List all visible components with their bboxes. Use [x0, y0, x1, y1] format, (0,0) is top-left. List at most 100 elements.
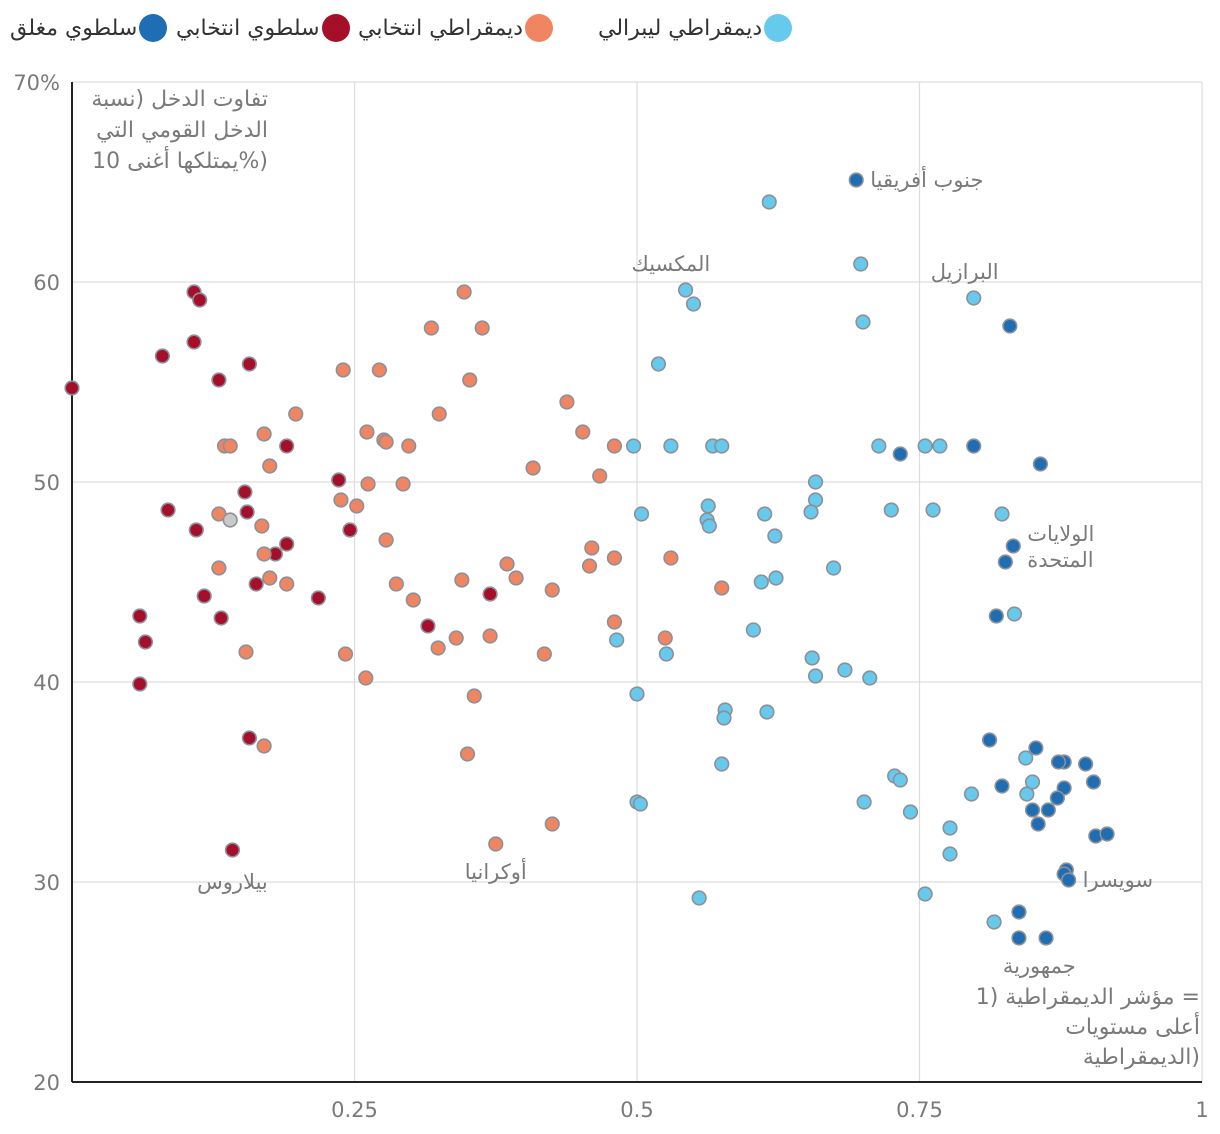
- data-point: [1018, 750, 1034, 766]
- data-point: [388, 576, 404, 592]
- data-point: [241, 730, 258, 746]
- data-point: [335, 362, 351, 378]
- data-point: [349, 498, 365, 514]
- data-point: [609, 632, 625, 648]
- data-point: [238, 644, 254, 660]
- y-tick-label: 30: [33, 871, 60, 895]
- data-point: [691, 890, 707, 906]
- data-point: [1024, 774, 1041, 790]
- data-point: [745, 622, 761, 638]
- x-tick-label: 0.75: [896, 1098, 943, 1122]
- data-point: [420, 618, 436, 634]
- legend-item-electoral-autocracy[interactable]: سلطوي انتخابي: [176, 10, 350, 46]
- data-point: [237, 484, 253, 500]
- x-axis-title-line: مؤشر الديمقراطية (1 =: [976, 985, 1200, 1010]
- annotation-label: سويسرا: [1083, 868, 1153, 892]
- data-point: [966, 438, 982, 454]
- data-point: [310, 590, 326, 606]
- legend-item-electoral-democracy[interactable]: ديمقراطي انتخابي: [358, 10, 554, 46]
- data-point: [536, 646, 552, 662]
- data-point: [575, 424, 591, 440]
- x-axis-title: مؤشر الديمقراطية (1 = أعلى مستويات الديمقر…: [976, 985, 1200, 1070]
- annotation-line: المتحدة: [1027, 548, 1093, 572]
- data-point: [856, 794, 872, 810]
- data-point: [1078, 756, 1094, 772]
- data-point: [581, 558, 598, 574]
- data-point: [241, 356, 258, 372]
- data-point: [932, 438, 948, 454]
- data-point: [466, 688, 482, 704]
- data-point: [917, 438, 933, 454]
- y-tick-label: 70%: [13, 71, 60, 95]
- data-point: [371, 362, 387, 378]
- data-point: [499, 556, 515, 572]
- data-point: [508, 570, 524, 586]
- data-point: [1006, 606, 1023, 622]
- data-point: [629, 686, 645, 702]
- data-point: [632, 796, 648, 812]
- annotation-label: الولايات المتحدة: [1027, 522, 1094, 572]
- data-point: [423, 320, 439, 336]
- data-point: [677, 282, 694, 298]
- data-point: [1011, 904, 1027, 920]
- data-point: [132, 676, 148, 692]
- legend-item-liberal-democracy[interactable]: ديمقراطي ليبرالي: [598, 10, 793, 46]
- data-point: [862, 670, 878, 686]
- data-point: [222, 438, 238, 454]
- data-point: [254, 518, 270, 534]
- data-point: [892, 772, 908, 788]
- data-point: [757, 506, 773, 522]
- data-point: [592, 468, 608, 484]
- data-point: [714, 438, 730, 454]
- data-point: [213, 610, 229, 626]
- data-point: [716, 710, 732, 726]
- grid: [72, 81, 1203, 1083]
- data-point: [1049, 790, 1065, 806]
- data-point: [925, 502, 941, 518]
- data-point: [685, 296, 702, 312]
- legend-swatch-closed-autocracy: [139, 14, 168, 42]
- data-point: [658, 646, 674, 662]
- axis-titles: تفاوت الدخل (نسبة الدخل القومي التي يمتلكه…: [91, 87, 1200, 1070]
- data-point: [714, 756, 730, 772]
- data-point: [1019, 786, 1035, 802]
- data-point: [807, 474, 824, 490]
- legend-item-closed-autocracy[interactable]: سلطوي مغلق: [10, 10, 168, 46]
- annotation-label: البرازيل: [931, 260, 999, 284]
- data-point: [826, 560, 842, 576]
- data-point: [663, 438, 679, 454]
- data-point: [360, 476, 376, 492]
- data-point: [337, 646, 354, 662]
- data-point: [378, 434, 394, 450]
- data-point: [848, 172, 864, 188]
- data-point: [359, 424, 375, 440]
- series-electoral-democracy: [211, 284, 730, 852]
- y-tick-label: 50: [33, 471, 60, 495]
- data-point: [902, 804, 919, 820]
- data-point: [288, 406, 304, 422]
- data-point: [986, 914, 1002, 930]
- data-point: [405, 592, 421, 608]
- data-point: [459, 746, 476, 762]
- data-point: [279, 438, 295, 454]
- data-point: [279, 576, 295, 592]
- data-point: [626, 438, 642, 454]
- data-point: [963, 786, 980, 802]
- data-point: [333, 492, 349, 508]
- data-point: [132, 608, 148, 624]
- data-point: [256, 738, 272, 754]
- y-tick-label: 40: [33, 671, 60, 695]
- data-point: [1061, 872, 1077, 888]
- data-point: [942, 846, 958, 862]
- legend-label: سلطوي انتخابي: [176, 15, 320, 41]
- data-point: [160, 502, 176, 518]
- data-point: [154, 348, 170, 364]
- y-axis-title: تفاوت الدخل (نسبة الدخل القومي التي يمتلكه…: [91, 87, 268, 174]
- data-point: [482, 586, 498, 602]
- data-point: [395, 476, 411, 492]
- data-point: [606, 614, 623, 630]
- data-point: [759, 704, 775, 720]
- series-no-data: [222, 512, 238, 528]
- y-tick-label: 20: [33, 1071, 60, 1095]
- x-axis-title-line: الديمقراطية): [1083, 1045, 1200, 1070]
